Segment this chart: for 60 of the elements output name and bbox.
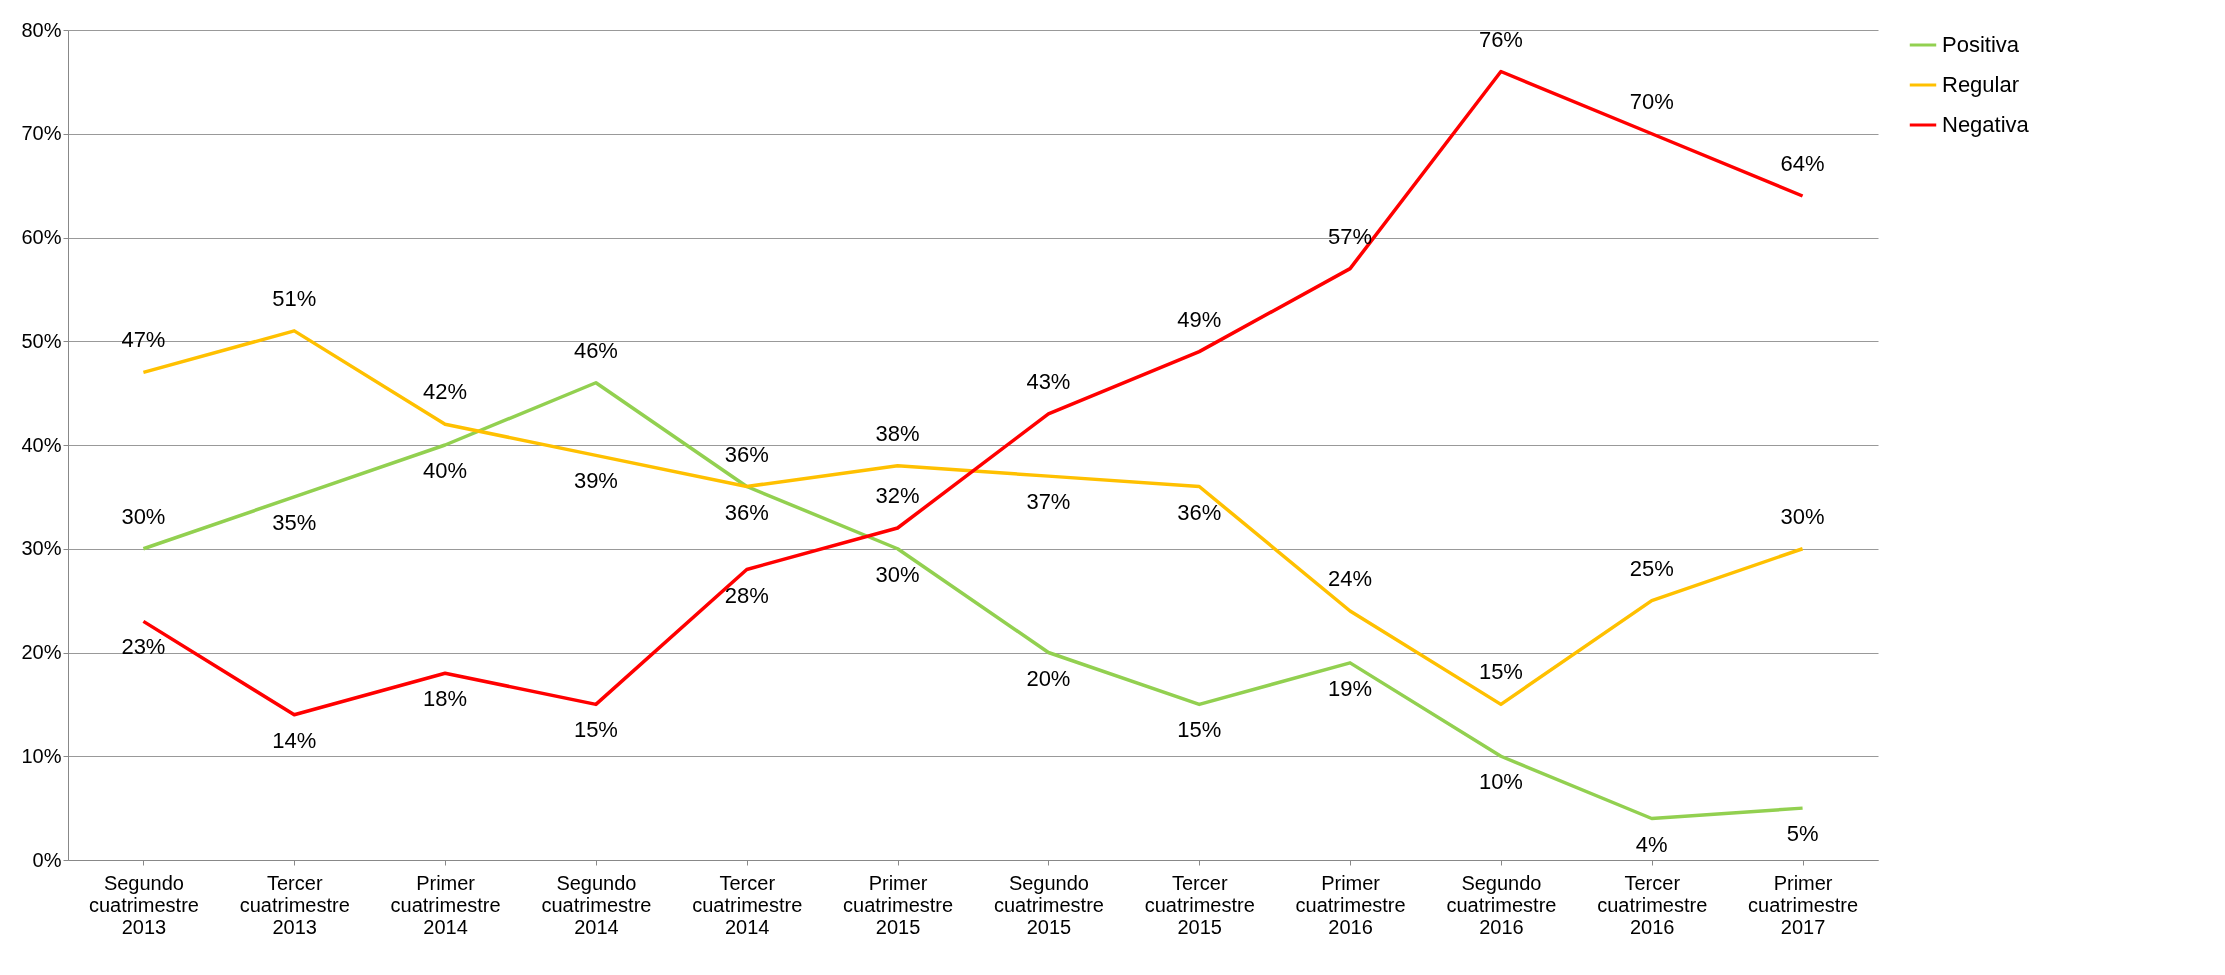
x-tick-label: Tercer cuatrimestre 2016 xyxy=(1597,871,1708,938)
x-tick-label: Primer cuatrimestre 2014 xyxy=(390,871,501,938)
data-label: 5% xyxy=(1786,821,1819,847)
x-tick-label: Primer cuatrimestre 2015 xyxy=(843,871,954,938)
data-label: 30% xyxy=(875,561,920,587)
data-label: 36% xyxy=(724,441,769,467)
data-label: 57% xyxy=(1328,223,1373,249)
data-label: 15% xyxy=(1478,659,1523,685)
data-label: 47% xyxy=(121,327,166,353)
data-label: 30% xyxy=(121,503,166,529)
data-label: 14% xyxy=(272,727,317,753)
data-label: 36% xyxy=(1177,499,1222,525)
data-label: 19% xyxy=(1328,675,1373,701)
data-label: 42% xyxy=(423,379,468,405)
data-label: 23% xyxy=(121,634,166,660)
x-tick-label: Primer cuatrimestre 2017 xyxy=(1748,871,1859,938)
data-label: 15% xyxy=(573,717,618,743)
y-tick-label: 40% xyxy=(21,433,62,456)
data-label: 38% xyxy=(875,420,920,446)
data-label: 76% xyxy=(1478,26,1523,52)
y-tick-label: 30% xyxy=(21,537,62,560)
data-label: 49% xyxy=(1177,306,1222,332)
x-tick-label: Tercer cuatrimestre 2015 xyxy=(1144,871,1255,938)
legend-label: Negativa xyxy=(1942,112,2030,137)
y-tick-label: 50% xyxy=(21,329,62,352)
y-tick-label: 10% xyxy=(21,744,62,767)
data-label: 39% xyxy=(573,468,618,494)
data-label: 20% xyxy=(1026,665,1071,691)
x-tick-label: Segundo cuatrimestre 2016 xyxy=(1446,871,1557,938)
data-label: 64% xyxy=(1780,151,1825,176)
data-label: 43% xyxy=(1026,368,1071,394)
data-label: 15% xyxy=(1177,717,1222,743)
x-tick-label: Segundo cuatrimestre 2014 xyxy=(541,871,652,938)
data-label: 4% xyxy=(1635,831,1668,857)
data-label: 37% xyxy=(1026,489,1071,515)
data-label: 32% xyxy=(875,483,920,508)
data-label: 28% xyxy=(724,582,769,608)
legend-label: Regular xyxy=(1942,72,2020,97)
data-label: 36% xyxy=(724,499,769,525)
data-label: 10% xyxy=(1478,769,1523,795)
y-tick-label: 0% xyxy=(32,848,62,871)
data-label: 24% xyxy=(1328,566,1373,591)
data-label: 25% xyxy=(1629,555,1674,581)
x-tick-label: Tercer cuatrimestre 2014 xyxy=(692,871,803,938)
y-tick-label: 80% xyxy=(21,18,62,41)
x-tick-label: Primer cuatrimestre 2016 xyxy=(1295,871,1406,938)
data-label: 30% xyxy=(1780,503,1825,529)
data-label: 40% xyxy=(423,458,468,483)
data-label: 18% xyxy=(423,686,468,712)
data-label: 35% xyxy=(272,509,317,535)
legend-label: Positiva xyxy=(1942,32,2020,57)
data-label: 51% xyxy=(272,285,317,311)
y-tick-label: 60% xyxy=(21,226,62,248)
y-tick-label: 70% xyxy=(21,122,62,145)
x-tick-label: Segundo cuatrimestre 2013 xyxy=(88,871,199,938)
x-tick-label: Tercer cuatrimestre 2013 xyxy=(239,871,350,938)
data-label: 70% xyxy=(1629,88,1674,114)
x-tick-label: Segundo cuatrimestre 2015 xyxy=(993,871,1104,938)
data-label: 46% xyxy=(573,337,618,363)
y-tick-label: 20% xyxy=(21,641,62,663)
